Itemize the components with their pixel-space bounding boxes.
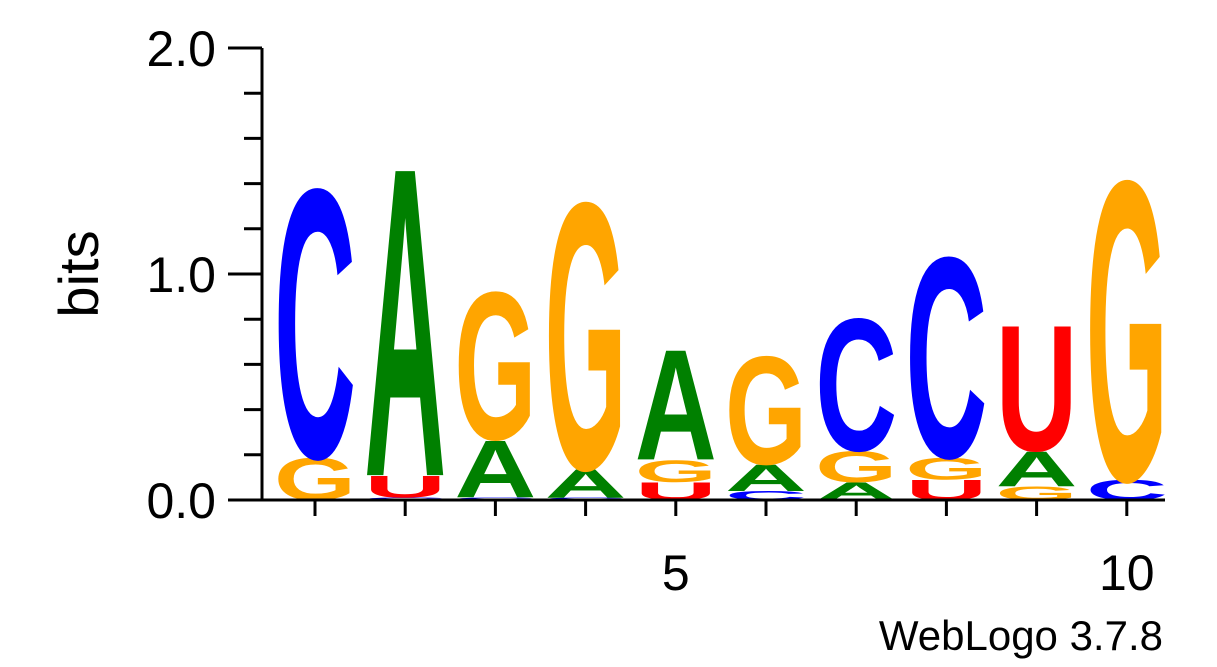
logo-letter-g: G <box>454 249 536 484</box>
logo-letter-u: U <box>996 288 1078 489</box>
y-tick-label: 0.0 <box>146 473 216 529</box>
logo-letter-c: C <box>905 198 987 519</box>
logo-letter-g: G <box>635 454 717 489</box>
logo-letter-a: A <box>996 440 1078 497</box>
logo-letter-a: A <box>364 77 446 570</box>
logo-letter-g: G <box>545 123 627 550</box>
x-tick-label: 5 <box>662 545 690 601</box>
y-tick-label: 2.0 <box>146 21 216 77</box>
x-axis: 5 10 <box>262 498 1165 601</box>
logo-letter-c: C <box>815 280 897 491</box>
y-axis-title: bits <box>47 230 110 317</box>
logo-letter-g: G <box>1086 92 1168 571</box>
logo-letter-a: A <box>725 457 807 500</box>
logo-glyphs: GCCUACAGCAGUGACAGAGCUGCGAUCG <box>274 77 1168 572</box>
logo-letter-g: G <box>905 452 987 487</box>
logo-letter-g: G <box>725 325 807 498</box>
y-tick-label: 1.0 <box>146 247 216 303</box>
logo-letter-a: A <box>635 318 717 494</box>
x-tick-label: 10 <box>1099 545 1155 601</box>
y-axis: 0.0 1.0 2.0 <box>146 21 264 529</box>
weblogo-credit: WebLogo 3.7.8 <box>879 612 1163 659</box>
logo-letter-g: G <box>815 443 897 492</box>
logo-letter-c: C <box>274 110 356 540</box>
